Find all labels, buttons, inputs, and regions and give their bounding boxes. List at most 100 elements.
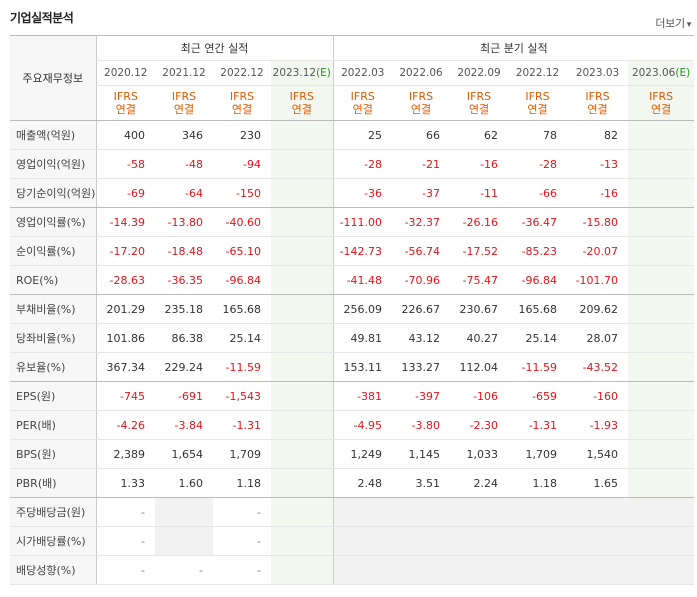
table-cell <box>450 497 509 527</box>
table-cell: -20.07 <box>567 236 629 266</box>
table-cell: 1.60 <box>155 468 213 498</box>
consolidated-label: 연결 <box>291 103 312 116</box>
row-label: 시가배당률(%) <box>10 526 96 556</box>
table-cell <box>271 323 334 353</box>
table-cell <box>628 352 695 382</box>
period-header: 2021.12 <box>155 60 213 86</box>
ifrs-standard: IFRS <box>113 90 138 103</box>
ifrs-standard: IFRS <box>466 90 492 103</box>
ifrs-standard: IFRS <box>229 90 255 103</box>
table-row: 영업이익률(%) -14.39 -13.80 -40.60 -111.00 -32.37-… <box>10 207 695 237</box>
table-cell: -40.60 <box>213 207 271 237</box>
consolidated-label: 연결 <box>115 103 136 116</box>
table-cell: -745 <box>95 381 155 411</box>
table-cell: -28 <box>332 149 393 179</box>
table-cell: -28 <box>508 149 568 179</box>
table-cell <box>271 410 334 440</box>
table-cell <box>508 526 568 556</box>
table-row: 순이익률(%) -17.20 -18.48 -65.10 -142.73 -56.74 -1… <box>10 236 695 266</box>
table-cell: -17.52 <box>450 236 509 266</box>
table-cell <box>628 410 695 440</box>
table-cell: 201.29 <box>95 294 155 324</box>
table-cell: -1.31 <box>508 410 568 440</box>
table-cell: - <box>155 555 213 585</box>
table-cell <box>271 294 334 324</box>
table-cell: -96.84 <box>213 265 271 295</box>
ifrs-standard: IFRS <box>289 90 314 103</box>
table-row: 영업이익(억원) -58 -48 -94 -28 -21 -16 -28 -13 <box>10 149 695 179</box>
table-cell: -1.31 <box>213 410 271 440</box>
table-row: 부채비율(%) 201.29 235.18 165.68 256.09 226.67 230… <box>10 294 695 324</box>
estimate-marker: (E) <box>316 67 331 79</box>
table-cell <box>628 294 695 324</box>
table-cell <box>271 497 334 527</box>
table-cell <box>271 381 334 411</box>
table-cell: -13.80 <box>155 207 213 237</box>
row-label: 주당배당금(원) <box>10 497 96 527</box>
table-cell <box>628 497 695 527</box>
period-label: 2023.03 <box>575 67 620 79</box>
period-header-estimate: 2023.12(E) <box>271 60 334 86</box>
table-cell: 1.33 <box>95 468 155 498</box>
table-cell: 66 <box>392 120 451 150</box>
table-cell: -160 <box>567 381 629 411</box>
table-cell: -85.23 <box>508 236 568 266</box>
table-cell: -4.95 <box>332 410 393 440</box>
period-label: 2022.12 <box>220 67 264 79</box>
table-cell <box>271 265 334 295</box>
table-row: PBR(배) 1.33 1.60 1.18 2.48 3.51 2.24 1.18 1.65 <box>10 468 695 498</box>
period-header: 2022.09 <box>450 60 509 86</box>
table-cell <box>628 207 695 237</box>
annual-group-header: 최근 연간 실적 <box>95 35 334 61</box>
table-cell: - <box>95 526 155 556</box>
table-cell <box>628 178 695 208</box>
table-cell: -41.48 <box>332 265 393 295</box>
table-cell: 49.81 <box>332 323 393 353</box>
table-cell: -11.59 <box>508 352 568 382</box>
period-header: 2023.03 <box>567 60 629 86</box>
ifrs-label: IFRS 연결 <box>213 85 271 121</box>
table-cell: 256.09 <box>332 294 393 324</box>
corner-header: 주요재무정보 <box>10 35 96 121</box>
table-cell <box>508 555 568 585</box>
consolidated-label: 연결 <box>352 103 373 116</box>
row-label: ROE(%) <box>10 265 96 295</box>
table-cell: -36.47 <box>508 207 568 237</box>
ifrs-label: IFRS 연결 <box>95 85 155 121</box>
table-cell: 3.51 <box>392 468 451 498</box>
table-cell: -106 <box>450 381 509 411</box>
row-label: PER(배) <box>10 410 96 440</box>
consolidated-label: 연결 <box>650 103 672 116</box>
table-cell: 25.14 <box>508 323 568 353</box>
table-cell: -18.48 <box>155 236 213 266</box>
table-cell: 1.18 <box>508 468 568 498</box>
table-cell: -1.93 <box>567 410 629 440</box>
table-cell: 43.12 <box>392 323 451 353</box>
table-cell: -150 <box>213 178 271 208</box>
table-cell <box>392 555 451 585</box>
table-cell: -11 <box>450 178 509 208</box>
row-label: 배당성향(%) <box>10 555 96 585</box>
table-cell: -28.63 <box>95 265 155 295</box>
ifrs-standard: IFRS <box>171 90 197 103</box>
row-label: 당기순이익(억원) <box>10 178 96 208</box>
table-cell: 1,249 <box>332 439 393 469</box>
table-cell: - <box>95 555 155 585</box>
table-cell <box>567 497 629 527</box>
table-cell: 2.48 <box>332 468 393 498</box>
ifrs-label: IFRS 연결 <box>271 85 334 121</box>
table-cell: -14.39 <box>95 207 155 237</box>
ifrs-label: IFRS 연결 <box>567 85 629 121</box>
table-row: 당좌비율(%) 101.86 86.38 25.14 49.81 43.12 40.27 25… <box>10 323 695 353</box>
more-button[interactable]: 더보기 ▾ <box>655 15 691 31</box>
quarter-group-header: 최근 분기 실적 <box>332 35 695 61</box>
table-cell: 25.14 <box>213 323 271 353</box>
table-cell: - <box>95 497 155 527</box>
row-label: 영업이익률(%) <box>10 207 96 237</box>
table-cell: 346 <box>155 120 213 150</box>
section-title: 기업실적분석 <box>10 11 74 25</box>
table-row: 배당성향(%) - - - <box>10 555 695 585</box>
table-cell: -4.26 <box>95 410 155 440</box>
table-row: 매출액(억원) 400 346 230 25 66 62 78 82 <box>10 120 695 150</box>
table-cell: 235.18 <box>155 294 213 324</box>
